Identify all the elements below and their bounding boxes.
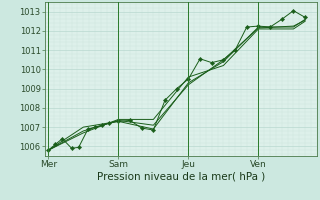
X-axis label: Pression niveau de la mer( hPa ): Pression niveau de la mer( hPa ) — [97, 172, 265, 182]
